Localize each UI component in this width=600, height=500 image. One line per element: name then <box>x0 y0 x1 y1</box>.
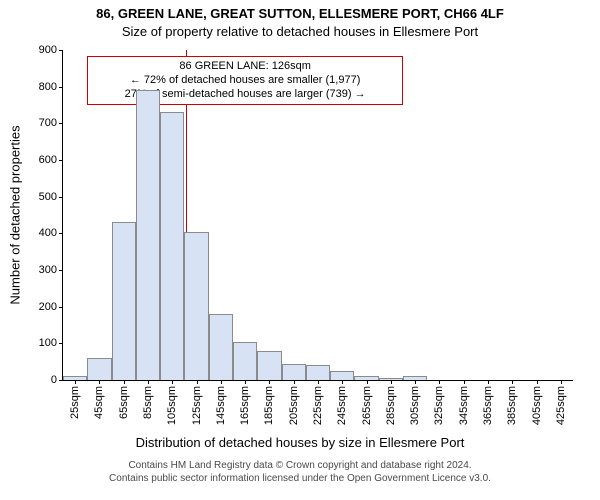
x-tick-label: 385sqm <box>512 335 524 380</box>
x-tick-label: 345sqm <box>464 335 476 380</box>
x-tick-label: 205sqm <box>294 335 306 380</box>
x-axis-label: Distribution of detached houses by size … <box>0 435 600 450</box>
x-tick-label: 405sqm <box>537 335 549 380</box>
y-tick-mark <box>59 270 63 271</box>
y-tick-mark <box>59 343 63 344</box>
y-axis-label: Number of detached properties <box>8 125 23 304</box>
x-tick-label: 165sqm <box>245 335 257 380</box>
y-tick-mark <box>59 233 63 234</box>
x-tick-label: 45sqm <box>99 341 111 380</box>
x-tick-label: 265sqm <box>367 335 379 380</box>
chart-title-line2: Size of property relative to detached ho… <box>0 24 600 39</box>
x-tick-label: 65sqm <box>124 341 136 380</box>
x-tick-label: 285sqm <box>391 335 403 380</box>
chart-page: 86, GREEN LANE, GREAT SUTTON, ELLESMERE … <box>0 0 600 500</box>
footer-line2: Contains public sector information licen… <box>0 473 600 486</box>
x-tick-label: 365sqm <box>488 335 500 380</box>
chart-title-line1: 86, GREEN LANE, GREAT SUTTON, ELLESMERE … <box>0 6 600 21</box>
y-tick-mark <box>59 87 63 88</box>
histogram-bar <box>136 90 160 380</box>
x-tick-label: 425sqm <box>561 335 573 380</box>
y-tick-mark <box>59 50 63 51</box>
x-tick-label: 105sqm <box>172 335 184 380</box>
x-tick-label: 145sqm <box>221 335 233 380</box>
y-tick-mark <box>59 380 63 381</box>
footer-line1: Contains HM Land Registry data © Crown c… <box>0 460 600 473</box>
y-tick-mark <box>59 123 63 124</box>
y-tick-mark <box>59 307 63 308</box>
x-tick-label: 125sqm <box>197 335 209 380</box>
x-tick-label: 305sqm <box>415 335 427 380</box>
x-tick-label: 85sqm <box>148 341 160 380</box>
x-tick-label: 25sqm <box>75 341 87 380</box>
y-tick-mark <box>59 160 63 161</box>
x-tick-label: 325sqm <box>439 335 451 380</box>
x-tick-label: 245sqm <box>342 335 354 380</box>
x-tick-label: 185sqm <box>269 335 281 380</box>
annotation-box: 86 GREEN LANE: 126sqm ← 72% of detached … <box>87 56 403 105</box>
attribution-footer: Contains HM Land Registry data © Crown c… <box>0 460 600 485</box>
annotation-line1: 86 GREEN LANE: 126sqm <box>94 60 396 74</box>
x-tick-label: 225sqm <box>318 335 330 380</box>
y-tick-mark <box>59 197 63 198</box>
plot-area: 86 GREEN LANE: 126sqm ← 72% of detached … <box>62 50 573 381</box>
annotation-line2: ← 72% of detached houses are smaller (1,… <box>94 74 396 88</box>
